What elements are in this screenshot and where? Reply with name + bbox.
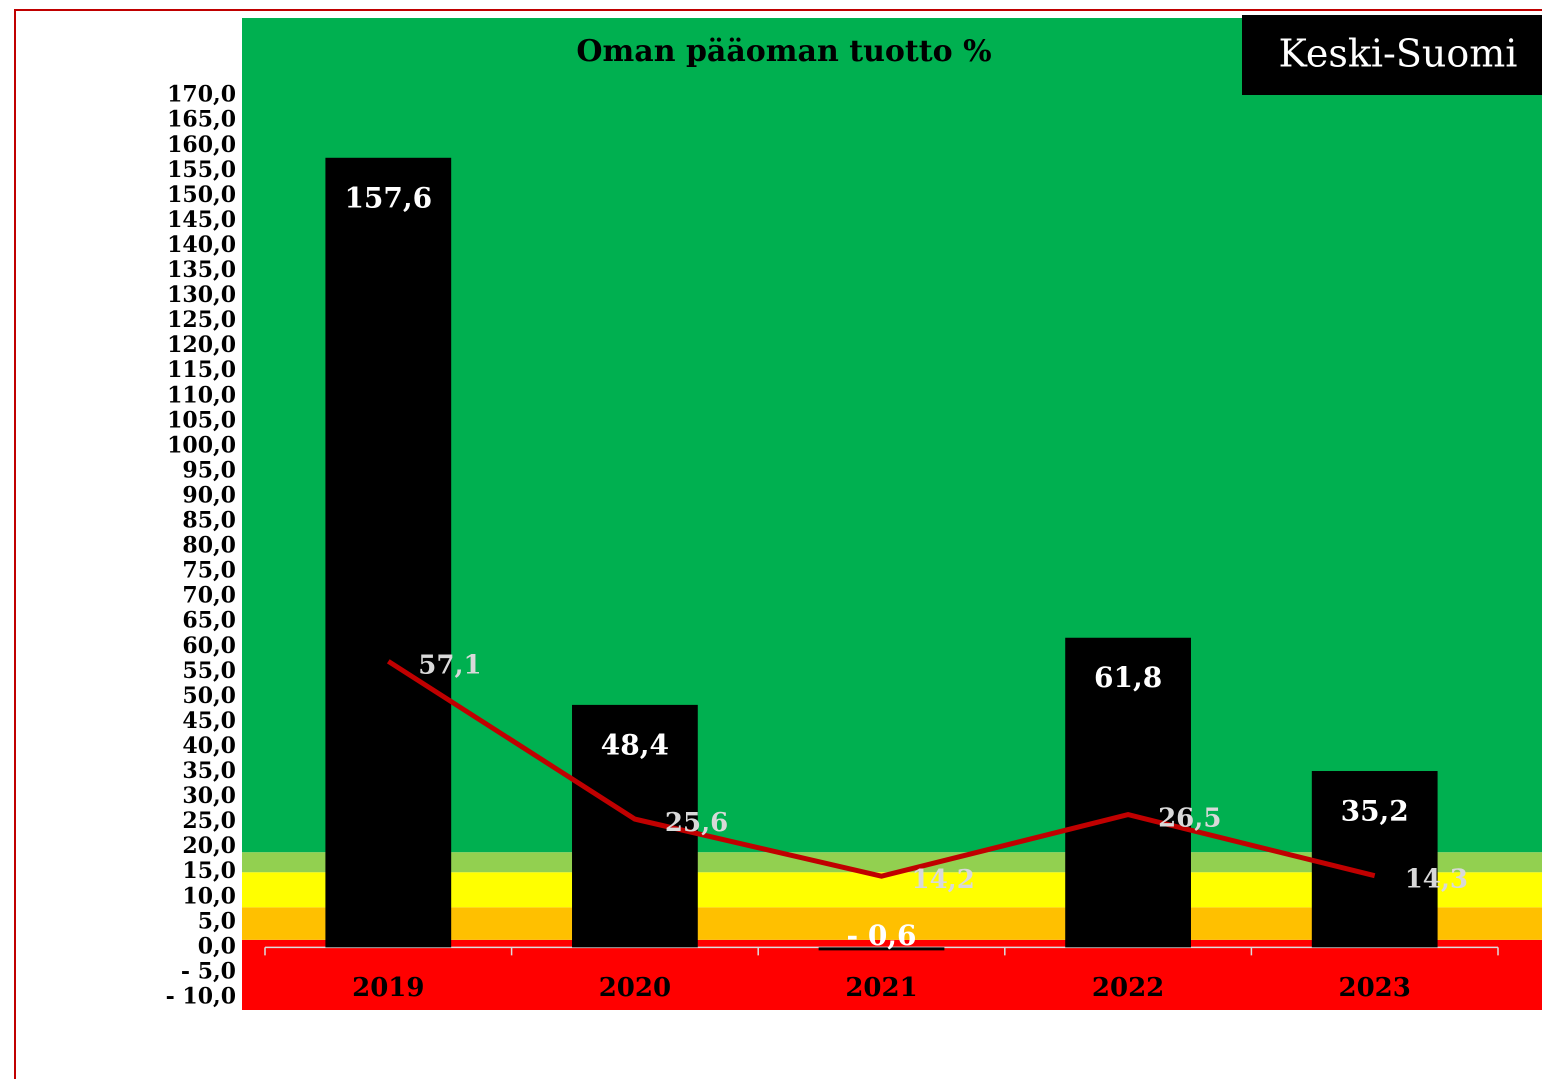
y-tick-label: 125,0 [167, 307, 236, 333]
frame [14, 9, 1542, 1079]
y-tick-label: 75,0 [182, 558, 236, 584]
y-tick-label: 50,0 [182, 683, 236, 709]
x-tick-label: 2022 [1092, 973, 1164, 1003]
y-tick-label: 105,0 [167, 407, 236, 433]
y-tick-label: 70,0 [182, 583, 236, 609]
y-tick-label: 145,0 [167, 207, 236, 233]
line-value-label: 26,5 [1158, 804, 1221, 834]
bar [1311, 771, 1438, 948]
y-tick-label: 115,0 [167, 357, 236, 383]
x-tick-label: 2023 [1339, 973, 1411, 1003]
y-tick-label: 20,0 [182, 833, 236, 859]
y-tick-label: 165,0 [167, 107, 236, 133]
y-tick-label: 65,0 [182, 608, 236, 634]
bar-value-label: 157,6 [344, 181, 432, 214]
y-tick-label: 140,0 [167, 232, 236, 258]
y-tick-label: 85,0 [182, 508, 236, 534]
x-tick-label: 2019 [352, 973, 424, 1003]
y-tick-label: 30,0 [182, 783, 236, 809]
bar-value-label: 35,2 [1341, 795, 1409, 828]
y-tick-label: 40,0 [182, 733, 236, 759]
background-band [242, 939, 1542, 1010]
y-tick-label: 95,0 [182, 457, 236, 483]
y-tick-label: 110,0 [167, 382, 236, 408]
y-tick-label: 130,0 [167, 282, 236, 308]
y-tick-label: 135,0 [167, 257, 236, 283]
y-tick-label: 45,0 [182, 708, 236, 734]
y-tick-label: 55,0 [182, 658, 236, 684]
bar-value-label: - 0,6 [846, 919, 916, 952]
y-tick-label: 150,0 [167, 182, 236, 208]
x-tick-label: 2021 [845, 973, 917, 1003]
chart-title: Oman pääoman tuotto % [576, 34, 991, 69]
y-tick-label: 60,0 [182, 633, 236, 659]
y-tick-label: - 10,0 [166, 983, 236, 1009]
line-value-label: 25,6 [665, 808, 728, 838]
line-value-label: 57,1 [418, 650, 481, 680]
bar [1065, 637, 1191, 948]
y-tick-label: 35,0 [182, 758, 236, 784]
y-tick-label: 25,0 [182, 808, 236, 834]
y-tick-label: 120,0 [167, 332, 236, 358]
badge-box [1242, 15, 1542, 95]
bar [818, 947, 945, 951]
y-tick-label: 100,0 [167, 432, 236, 458]
line-value-label: 14,2 [912, 865, 975, 895]
y-tick-label: 10,0 [182, 883, 236, 909]
bar [325, 157, 452, 948]
y-tick-label: 80,0 [182, 533, 236, 559]
x-tick-label: 2020 [599, 973, 671, 1003]
y-tick-label: 90,0 [182, 482, 236, 508]
bar-value-label: 61,8 [1094, 661, 1162, 694]
y-tick-label: 160,0 [167, 132, 236, 158]
line-value-label: 14,3 [1405, 865, 1468, 895]
background-band [242, 18, 1542, 853]
y-tick-label: 0,0 [198, 933, 236, 959]
bar [572, 704, 698, 948]
y-tick-label: - 5,0 [181, 958, 236, 984]
background-band [242, 852, 1542, 873]
y-tick-label: 5,0 [198, 908, 236, 934]
y-tick-label: 155,0 [167, 157, 236, 183]
badge: Keski-Suomi [1279, 32, 1518, 76]
line [386, 659, 1376, 879]
y-tick-label: 170,0 [167, 82, 236, 108]
y-tick-label: 15,0 [182, 858, 236, 884]
bar-value-label: 48,4 [601, 728, 669, 761]
